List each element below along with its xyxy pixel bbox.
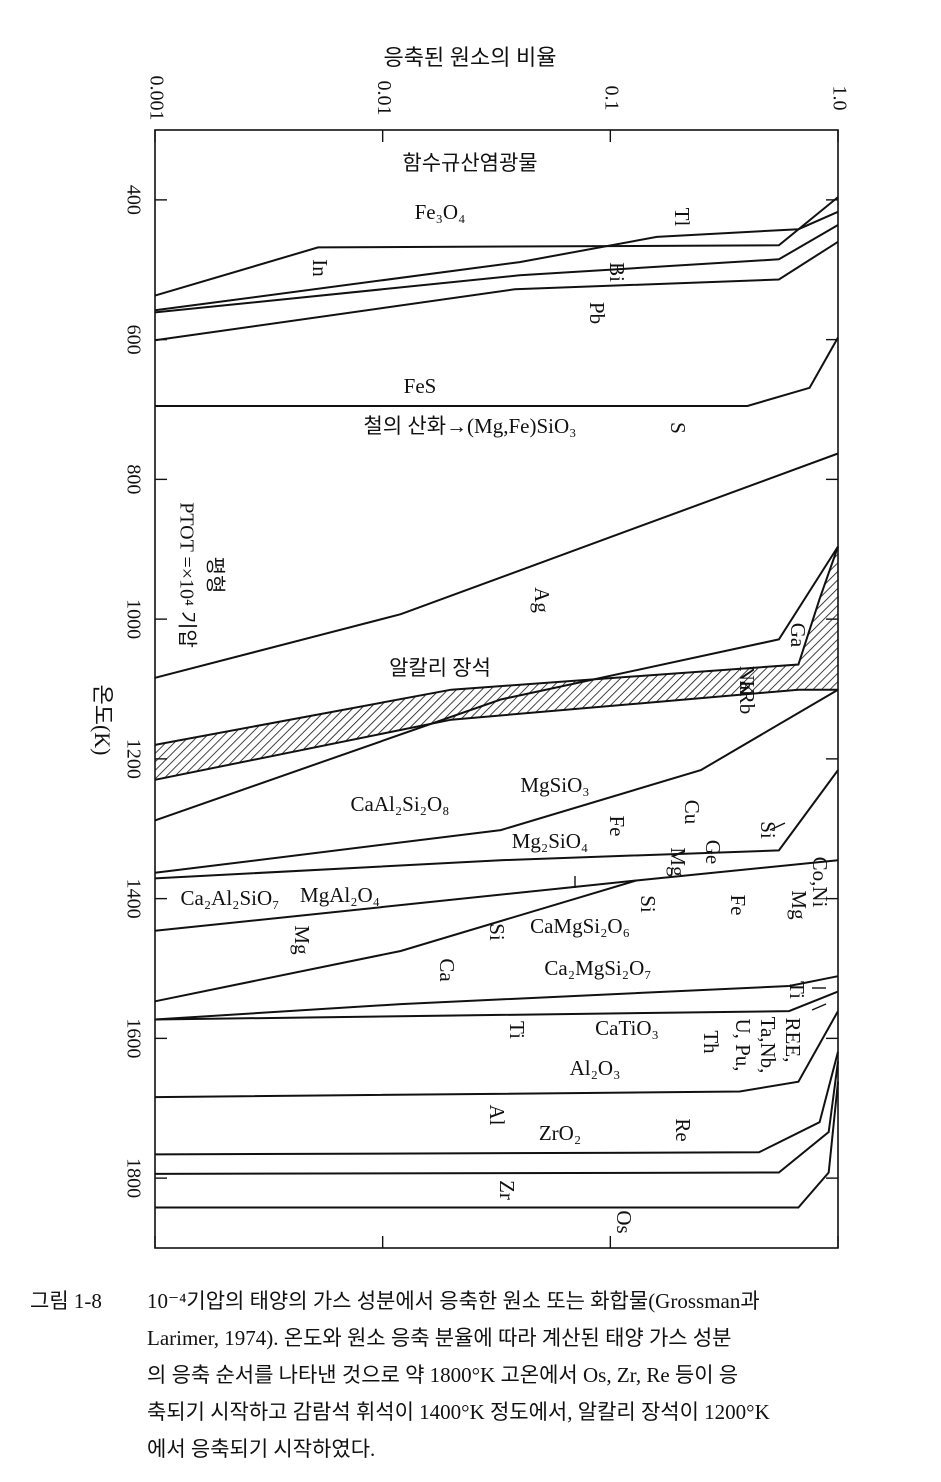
annotation: MgAl₂O₄ (300, 883, 380, 907)
annotation: Fe (726, 895, 750, 916)
annotation: CaTiO₃ (595, 1016, 659, 1040)
condensation-curve (154, 240, 839, 342)
caption-label: 그림 1-8 (30, 1289, 102, 1313)
caption-line: 10⁻⁴기압의 태양의 가스 성분에서 응축한 원소 또는 화합물(Grossm… (147, 1289, 760, 1313)
condensation-curve (154, 990, 839, 1021)
y-tick-label: 1800 (122, 1158, 144, 1198)
annotation: Na (735, 666, 759, 691)
annotation: Ca₂MgSi₂O₇ (544, 956, 651, 980)
annotation: Si (485, 923, 509, 941)
condensation-curve (155, 337, 839, 407)
annotation: 철의 산화→(Mg,Fe)SiO₃ (364, 414, 577, 438)
chart: 응축된 원소의 비율 온도(K) 평형 PTOT =×10⁴ 기압 0.001 0… (90, 45, 850, 1249)
annotation: Ta,Nb, (756, 1017, 780, 1074)
arrow (811, 1003, 827, 1011)
annotation: MgSiO₃ (520, 773, 589, 797)
condensation-curve (154, 688, 839, 874)
y-tick-label: 1200 (122, 739, 144, 779)
annotation: Al₂O₃ (570, 1056, 621, 1080)
condensation-curve (155, 1081, 839, 1209)
condensation-curve (154, 1051, 839, 1156)
condensation-curve (154, 769, 839, 880)
annotation: Al (485, 1105, 509, 1126)
annotation: Os (612, 1210, 636, 1233)
condensation-curve (154, 196, 839, 297)
x-tick-label: 0.001 (145, 76, 167, 121)
annotation: REE, (781, 1018, 805, 1063)
caption: 그림 1-8 10⁻⁴기압의 태양의 가스 성분에서 응축한 원소 또는 화합물… (0, 1283, 941, 1473)
x-axis-label: 응축된 원소의 비율 (384, 45, 557, 70)
condensation-curve (154, 688, 838, 781)
annotation: Fe (605, 816, 629, 837)
condensation-curve (154, 975, 839, 1021)
condensation-curve (154, 210, 839, 312)
annotation: Tl (670, 208, 694, 227)
x-tick-label: 0.01 (373, 81, 395, 116)
annotation: CaAl₂Si₂O₈ (351, 792, 450, 816)
annotation: Mg (787, 890, 811, 920)
annotation: Ge (701, 840, 725, 865)
annotation: Rb (735, 690, 759, 715)
annotation: Co,Ni (808, 857, 832, 908)
annotation: Ga (786, 623, 810, 648)
condition-label: PTOT =×10⁴ 기압 (175, 502, 198, 648)
annotation: Re (671, 1118, 695, 1141)
annotation: K (735, 680, 759, 695)
annotation: 알칼리 장석 (389, 656, 491, 680)
annotation: In (308, 259, 332, 277)
y-tick-label: 1400 (122, 879, 144, 919)
annotation: Ag (530, 587, 554, 613)
annotation: 함수규산염광물 (402, 151, 537, 175)
annotation: Mg (666, 847, 690, 877)
x-tick-label: 0.1 (601, 86, 623, 111)
annotation: Ca (435, 958, 459, 982)
condensation-curve (154, 452, 839, 679)
y-tick-label: 800 (122, 464, 144, 494)
condensation-curve (154, 545, 839, 822)
condensation-curve (154, 546, 839, 746)
annotation: CaMgSi₂O₆ (530, 914, 630, 938)
x-tick-label: 1.0 (828, 86, 850, 111)
condition-label: 평형 (203, 557, 226, 594)
y-tick-label: 1600 (122, 1018, 144, 1058)
hatched-band (155, 546, 838, 780)
y-tick-label: 600 (122, 325, 144, 355)
annotation: FeS (404, 374, 437, 398)
annotation: Bi (605, 262, 629, 282)
annotation: Fe₃O₄ (415, 200, 466, 224)
caption-text: 10⁻⁴기압의 태양의 가스 성분에서 응축한 원소 또는 화합물(Grossm… (147, 1283, 927, 1468)
caption-line: 의 응축 순서를 나타낸 것으로 약 1800°K 고온에서 Os, Zr, R… (147, 1363, 739, 1387)
annotation: Ti (505, 1021, 529, 1039)
condensation-curve (154, 879, 637, 1003)
annotation: Ca₂Al₂SiO₇ (181, 886, 280, 910)
annotation: Si (756, 821, 780, 839)
condensation-curve (154, 1061, 839, 1175)
annotation: Mg (290, 925, 314, 955)
annotation: Th (699, 1030, 723, 1054)
annotation: Si (636, 895, 660, 913)
annotation: Cu (680, 800, 704, 825)
caption-line: 축되기 시작하고 감람석 휘석이 1400°K 정도에서, 알칼리 장석이 12… (147, 1400, 770, 1424)
annotation: ZrO₂ (539, 1121, 581, 1145)
caption-line: Larimer, 1974). 온도와 원소 응축 분율에 따라 계산된 태양 … (147, 1326, 732, 1350)
annotation: Zr (495, 1180, 519, 1200)
caption-line: 에서 응축되기 시작하였다. (147, 1437, 376, 1461)
annotation: S (666, 422, 690, 434)
condensation-curve (154, 224, 839, 314)
annotation: Ti (785, 981, 809, 999)
annotation: U, Pu, (731, 1018, 755, 1071)
annotation: Pb (585, 302, 609, 324)
y-axis-label: 온도(K) (90, 684, 115, 755)
annotation: Mg₂SiO₄ (512, 829, 589, 853)
arrow (769, 822, 786, 831)
condensation-curve (154, 1010, 839, 1099)
y-tick-label: 400 (122, 185, 144, 215)
y-tick-label: 1000 (122, 599, 144, 639)
